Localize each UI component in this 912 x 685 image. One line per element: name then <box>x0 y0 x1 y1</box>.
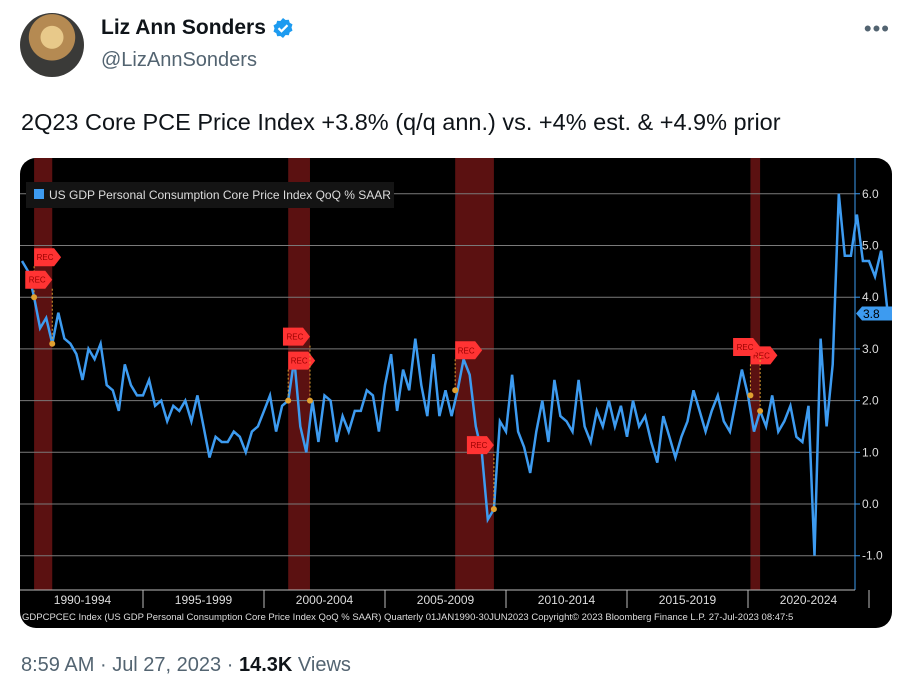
last-value-label: 3.8 <box>863 307 880 321</box>
x-tick-label: 2015-2019 <box>659 593 717 607</box>
avatar[interactable] <box>20 13 84 77</box>
x-tick-label: 2020-2024 <box>780 593 838 607</box>
y-tick-label: 4.0 <box>862 290 879 304</box>
rec-flag <box>466 436 494 455</box>
rec-flag-label: REC <box>753 351 770 360</box>
y-tick-label: 2.0 <box>862 394 879 408</box>
rec-flag <box>733 337 761 356</box>
source-line: GDPCPCEC Index (US GDP Personal Consumpt… <box>22 612 793 623</box>
author-handle[interactable]: @LizAnnSonders <box>101 49 257 71</box>
rec-flag <box>288 351 316 370</box>
more-options-icon[interactable]: ••• <box>863 16 890 41</box>
author-name[interactable]: Liz Ann Sonders <box>101 16 266 39</box>
x-tick-label: 1995-1999 <box>175 593 233 607</box>
y-tick-label: 0.0 <box>862 497 879 511</box>
y-tick-label: 1.0 <box>862 445 879 459</box>
legend-swatch <box>34 189 44 199</box>
views-count: 14.3K <box>238 654 293 676</box>
tweet-time[interactable]: 8:59 AM <box>21 654 95 676</box>
rec-flag-label: REC <box>737 343 754 352</box>
rec-flag <box>34 248 62 267</box>
tweet-date[interactable]: Jul 27, 2023 <box>112 654 222 676</box>
legend-label: US GDP Personal Consumption Core Price I… <box>49 188 391 202</box>
legend-box <box>26 182 394 208</box>
rec-point <box>285 397 292 404</box>
recession-band <box>34 158 53 590</box>
x-tick-label: 2000-2004 <box>296 593 354 607</box>
rec-flag <box>750 346 778 365</box>
rec-flag-label: REC <box>458 346 475 355</box>
rec-point <box>452 387 459 394</box>
rec-point <box>49 340 56 347</box>
y-tick-label: 6.0 <box>862 187 879 201</box>
rec-flag-label: REC <box>291 357 308 366</box>
separator: · <box>226 654 234 676</box>
rec-point <box>306 397 313 404</box>
rec-point <box>31 294 38 301</box>
rec-flag-label: REC <box>287 333 304 342</box>
rec-point <box>490 506 497 513</box>
last-value-marker <box>856 306 892 321</box>
rec-flag-label: REC <box>29 276 46 285</box>
x-tick-label: 2010-2014 <box>538 593 596 607</box>
y-tick-label: 5.0 <box>862 239 879 253</box>
rec-point <box>747 392 754 399</box>
rec-flag <box>25 270 53 289</box>
chart-image[interactable]: US GDP Personal Consumption Core Price I… <box>20 158 892 628</box>
verified-badge-icon <box>273 18 293 38</box>
rec-flag <box>455 341 483 360</box>
rec-point <box>757 407 764 414</box>
recession-band <box>750 158 761 590</box>
x-tick-label: 1990-1994 <box>54 593 112 607</box>
rec-flag-label: REC <box>470 441 487 450</box>
series-line <box>20 193 889 556</box>
y-tick-label: 3.0 <box>862 342 879 356</box>
tweet-text: 2Q23 Core PCE Price Index +3.8% (q/q ann… <box>21 109 781 135</box>
rec-flag <box>282 327 310 346</box>
x-tick-label: 2005-2009 <box>417 593 475 607</box>
separator: · <box>99 654 107 676</box>
tweet-footer: 8:59 AM · Jul 27, 2023 · 14.3K Views <box>21 654 351 677</box>
pce-chart: US GDP Personal Consumption Core Price I… <box>20 158 892 623</box>
y-tick-label: -1.0 <box>862 549 883 563</box>
rec-flag-label: REC <box>37 253 54 262</box>
views-label: Views <box>297 654 351 676</box>
author-name-row[interactable]: Liz Ann Sonders <box>101 16 294 40</box>
recession-band <box>288 158 310 590</box>
